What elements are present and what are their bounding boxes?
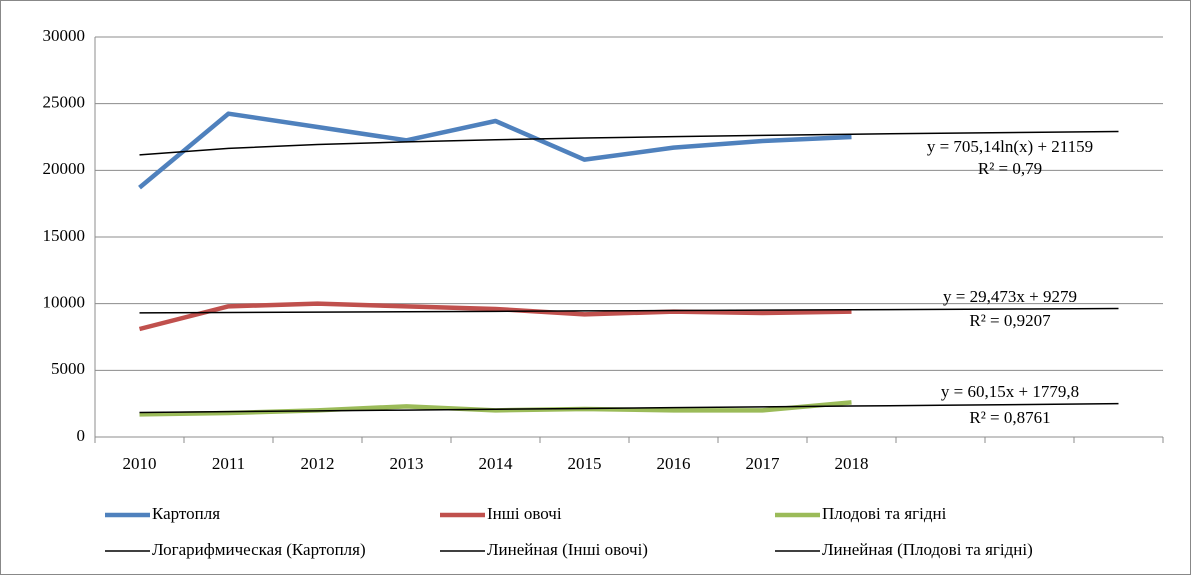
trend-line <box>139 307 1119 314</box>
x-tick-label: 2013 <box>390 454 424 473</box>
y-tick-label: 25000 <box>43 93 86 112</box>
legend-label: Линейная (Плодові та ягідні) <box>822 540 1033 559</box>
legend-label: Картопля <box>152 504 220 523</box>
legend-label: Інші овочі <box>487 504 562 523</box>
trend-equation: y = 29,473x + 9279 <box>943 287 1077 306</box>
y-tick-label: 10000 <box>43 293 86 312</box>
series-line <box>138 301 852 332</box>
trend-line <box>139 130 1119 156</box>
series-line <box>138 111 852 190</box>
trend-equation: y = 60,15x + 1779,8 <box>941 382 1079 401</box>
y-tick-label: 5000 <box>51 359 85 378</box>
trend-r2: R² = 0,9207 <box>969 311 1051 330</box>
x-tick-label: 2017 <box>746 454 781 473</box>
trend-r2: R² = 0,79 <box>978 159 1042 178</box>
x-tick-label: 2010 <box>123 454 157 473</box>
y-tick-label: 15000 <box>43 226 86 245</box>
trend-line <box>139 402 1119 414</box>
x-tick-label: 2014 <box>479 454 514 473</box>
x-tick-label: 2011 <box>212 454 245 473</box>
x-tick-label: 2015 <box>568 454 602 473</box>
legend-label: Плодові та ягідні <box>822 504 947 523</box>
legend-label: Линейная (Інші овочі) <box>487 540 648 559</box>
x-tick-label: 2016 <box>657 454 691 473</box>
trend-r2: R² = 0,8761 <box>969 408 1050 427</box>
y-tick-label: 30000 <box>43 26 86 45</box>
y-tick-label: 0 <box>77 426 86 445</box>
x-tick-label: 2012 <box>301 454 335 473</box>
y-tick-label: 20000 <box>43 159 86 178</box>
trend-equation: y = 705,14ln(x) + 21159 <box>927 137 1093 156</box>
legend-label: Логарифмическая (Картопля) <box>152 540 366 559</box>
x-tick-label: 2018 <box>835 454 869 473</box>
